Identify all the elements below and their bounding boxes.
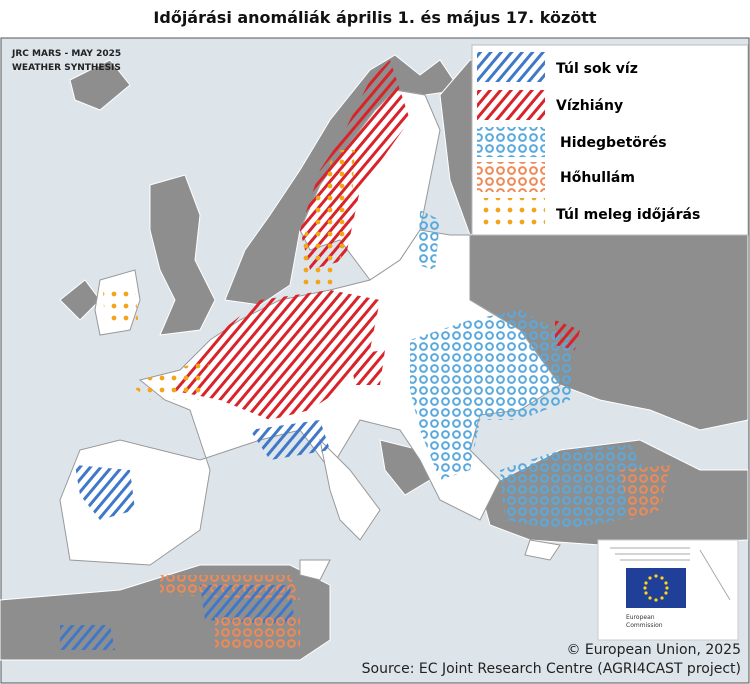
- logo-text: Commission: [626, 622, 663, 629]
- eu-logo: European Commission: [597, 539, 739, 641]
- badge-line: JRC MARS - MAY 2025: [11, 49, 121, 59]
- legend-swatch: [477, 52, 545, 82]
- legend-swatch: [477, 198, 545, 228]
- legend-swatch: [477, 90, 545, 120]
- anomalies: [60, 60, 670, 650]
- legend-label: Hőhullám: [560, 170, 635, 186]
- logo-text: European: [626, 614, 655, 621]
- legend-label: Hidegbetörés: [560, 135, 667, 151]
- legend-label: Vízhiány: [556, 98, 623, 114]
- copyright: © European Union, 2025: [566, 642, 741, 658]
- legend-swatch: [477, 162, 545, 192]
- legend-label: Túl sok víz: [556, 61, 638, 77]
- legend-label: Túl meleg időjárás: [556, 207, 700, 223]
- badge-line: WEATHER SYNTHESIS: [12, 63, 121, 73]
- legend: Túl sok víz Vízhiány Hidegbetörés Hőhull…: [471, 44, 749, 236]
- title: Időjárási anomáliák április 1. és május …: [153, 8, 597, 27]
- source: Source: EC Joint Research Centre (AGRI4C…: [362, 661, 741, 677]
- legend-swatch: [477, 127, 545, 157]
